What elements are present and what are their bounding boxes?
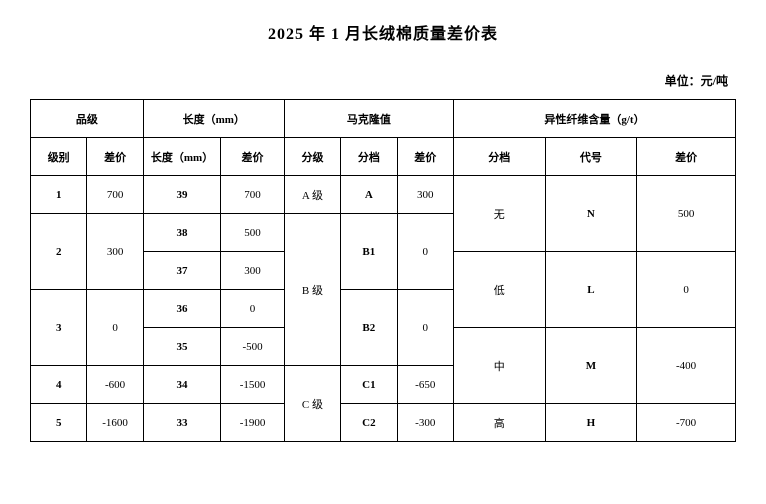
th-length: 长度（mm） xyxy=(143,100,284,138)
cell: 无 xyxy=(453,176,545,252)
cell: -1600 xyxy=(87,404,143,442)
cell: 37 xyxy=(143,252,221,290)
unit-label: 单位：元/吨 xyxy=(30,72,736,89)
cell: 300 xyxy=(221,252,284,290)
cell: 0 xyxy=(637,252,736,328)
cell: M xyxy=(545,328,637,404)
cell: 1 xyxy=(31,176,87,214)
th-grade: 品级 xyxy=(31,100,144,138)
price-table: 品级 长度（mm） 马克隆值 异性纤维含量（g/t） 级别 差价 长度（mm） … xyxy=(30,99,736,442)
cell: -300 xyxy=(397,404,453,442)
th-micronaire: 马克隆值 xyxy=(284,100,453,138)
cell: 300 xyxy=(87,214,143,290)
page-title: 2025 年 1 月长绒棉质量差价表 xyxy=(30,20,736,44)
cell: 39 xyxy=(143,176,221,214)
cell: A 级 xyxy=(284,176,340,214)
cell: 中 xyxy=(453,328,545,404)
cell: 0 xyxy=(221,290,284,328)
cell: 4 xyxy=(31,366,87,404)
cell: -600 xyxy=(87,366,143,404)
th-diff4: 差价 xyxy=(637,138,736,176)
cell: 500 xyxy=(637,176,736,252)
cell: 5 xyxy=(31,404,87,442)
cell: 700 xyxy=(221,176,284,214)
th-fbtier: 分档 xyxy=(453,138,545,176)
cell: B2 xyxy=(341,290,397,366)
cell: C 级 xyxy=(284,366,340,442)
th-fiber: 异性纤维含量（g/t） xyxy=(453,100,735,138)
cell: H xyxy=(545,404,637,442)
cell: 300 xyxy=(397,176,453,214)
cell: 36 xyxy=(143,290,221,328)
cell: 0 xyxy=(397,214,453,290)
cell: B 级 xyxy=(284,214,340,366)
cell: 700 xyxy=(87,176,143,214)
th-mklevel: 分级 xyxy=(284,138,340,176)
cell: A xyxy=(341,176,397,214)
th-diff1: 差价 xyxy=(87,138,143,176)
cell: 高 xyxy=(453,404,545,442)
cell: 500 xyxy=(221,214,284,252)
cell: L xyxy=(545,252,637,328)
cell: 34 xyxy=(143,366,221,404)
th-mktier: 分档 xyxy=(341,138,397,176)
cell: -650 xyxy=(397,366,453,404)
cell: -500 xyxy=(221,328,284,366)
cell: 0 xyxy=(87,290,143,366)
cell: C2 xyxy=(341,404,397,442)
cell: 2 xyxy=(31,214,87,290)
cell: B1 xyxy=(341,214,397,290)
cell: -1900 xyxy=(221,404,284,442)
cell: 35 xyxy=(143,328,221,366)
th-diff2: 差价 xyxy=(221,138,284,176)
th-level: 级别 xyxy=(31,138,87,176)
cell: 3 xyxy=(31,290,87,366)
cell: 33 xyxy=(143,404,221,442)
cell: -1500 xyxy=(221,366,284,404)
th-fbcode: 代号 xyxy=(545,138,637,176)
cell: -700 xyxy=(637,404,736,442)
cell: 0 xyxy=(397,290,453,366)
cell: C1 xyxy=(341,366,397,404)
cell: -400 xyxy=(637,328,736,404)
th-len: 长度（mm） xyxy=(143,138,221,176)
cell: N xyxy=(545,176,637,252)
cell: 38 xyxy=(143,214,221,252)
th-diff3: 差价 xyxy=(397,138,453,176)
cell: 低 xyxy=(453,252,545,328)
